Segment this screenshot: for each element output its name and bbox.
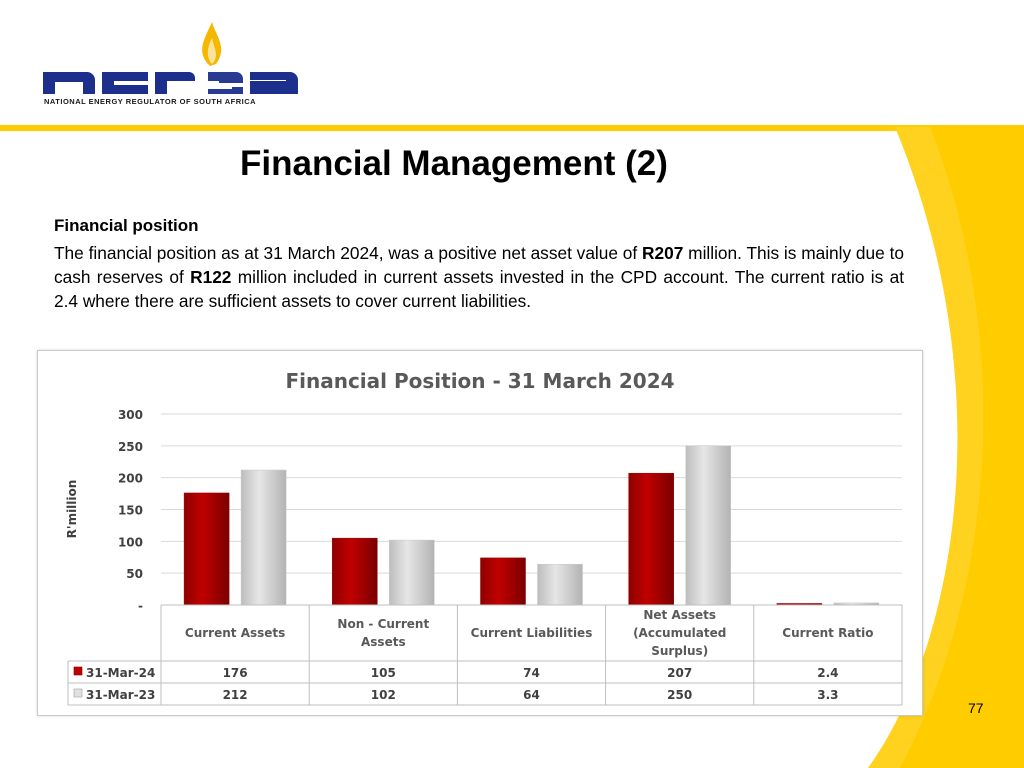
slide-title: Financial Management (2) xyxy=(240,144,668,183)
category-label: Current Liabilities xyxy=(471,626,593,640)
bar-2024 xyxy=(332,537,378,606)
category-label: Non - Current xyxy=(337,617,429,631)
data-label: 3.3 xyxy=(817,688,838,702)
page-number: 77 xyxy=(968,700,984,716)
category-label: Assets xyxy=(361,635,406,649)
data-label: 250 xyxy=(667,688,692,702)
paragraph-bold-run: R122 xyxy=(190,267,232,287)
data-label: 74 xyxy=(523,666,540,680)
section-heading: Financial position xyxy=(54,216,199,235)
data-label: 2.4 xyxy=(817,666,838,680)
paragraph-bold-run: R207 xyxy=(642,243,684,263)
financial-position-chart: Financial Position - 31 March 2024 - 50 100… xyxy=(65,369,903,706)
y-tick-label: - xyxy=(138,599,143,613)
yellow-header-band xyxy=(0,125,1024,131)
y-axis-label: R'million xyxy=(65,480,79,539)
legend-label: 31-Mar-23 xyxy=(86,688,155,702)
bar-2023 xyxy=(389,539,435,606)
paragraph-run: million included in current assets inves… xyxy=(54,267,904,311)
y-tick-label: 50 xyxy=(126,567,143,581)
y-tick-label: 100 xyxy=(118,535,143,549)
category-label: Current Assets xyxy=(185,626,285,640)
category-label: Current Ratio xyxy=(782,626,873,640)
data-label: 105 xyxy=(371,666,396,680)
chart-container: Financial Position - 31 March 2024 - 50 100… xyxy=(37,350,923,716)
legend-label: 31-Mar-24 xyxy=(86,666,155,680)
data-label: 212 xyxy=(223,688,248,702)
paragraph-run: The financial position as at 31 March 20… xyxy=(54,243,643,263)
data-label: 102 xyxy=(371,688,396,702)
y-tick-label: 300 xyxy=(118,408,143,422)
bar-2024 xyxy=(183,492,230,606)
bar-2024 xyxy=(628,472,674,606)
category-label: Surplus) xyxy=(651,644,708,658)
paragraph-run: million. This is mainly due to cash rese… xyxy=(54,243,904,287)
yellow-corner-swoosh xyxy=(868,127,1024,768)
y-tick-label: 150 xyxy=(118,504,143,518)
data-label: 176 xyxy=(223,666,248,680)
category-label: (Accumulated xyxy=(633,626,726,640)
bar-2023 xyxy=(537,564,583,606)
y-tick-label: 250 xyxy=(118,440,143,454)
legend-key-2024 xyxy=(73,666,83,676)
chart-title: Financial Position - 31 March 2024 xyxy=(285,369,674,393)
bar-2024 xyxy=(480,557,526,606)
white-swoosh-edge xyxy=(868,127,984,768)
category-label: Net Assets xyxy=(643,608,716,622)
data-label: 64 xyxy=(523,688,540,702)
data-label: 207 xyxy=(667,666,692,680)
logo-subtitle: NATIONAL ENERGY REGULATOR OF SOUTH AFRIC… xyxy=(44,97,257,106)
nersa-logo xyxy=(43,22,298,94)
legend-key-2023 xyxy=(73,688,83,698)
y-tick-label: 200 xyxy=(118,472,143,486)
body-paragraph: The financial position as at 31 March 20… xyxy=(54,241,904,313)
bar-2023 xyxy=(240,469,287,606)
bar-2023 xyxy=(685,445,731,606)
